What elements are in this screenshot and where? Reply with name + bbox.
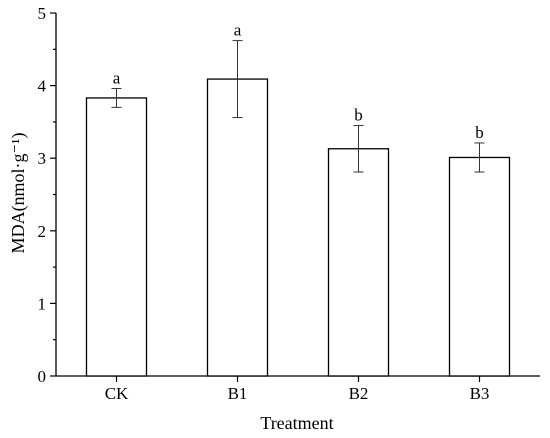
x-tick-label: B2 xyxy=(349,384,369,403)
y-axis-label: MDA(nmol·g⁻¹) xyxy=(8,133,29,254)
y-tick-label: 1 xyxy=(38,294,47,313)
y-tick-label: 5 xyxy=(38,4,47,23)
bar-b1 xyxy=(206,78,269,377)
significance-label: b xyxy=(475,123,484,142)
significance-label: a xyxy=(234,21,242,40)
significance-label: b xyxy=(354,106,363,125)
y-tick-label: 3 xyxy=(38,149,47,168)
plot-area: 0 1 2 3 4 5 a CK a B1 b B2 b B3 xyxy=(38,4,540,403)
y-tick-label: 0 xyxy=(38,367,47,386)
bar-b2 xyxy=(327,148,390,377)
y-tick-label: 4 xyxy=(38,77,47,96)
x-tick-label: B3 xyxy=(470,384,490,403)
x-tick-label: B1 xyxy=(228,384,248,403)
x-axis-label: Treatment xyxy=(260,413,333,433)
y-tick-label: 2 xyxy=(38,222,47,241)
significance-label: a xyxy=(113,69,121,88)
bar-ck xyxy=(85,97,148,377)
bar-b3 xyxy=(448,156,511,377)
x-tick-label: CK xyxy=(105,384,129,403)
